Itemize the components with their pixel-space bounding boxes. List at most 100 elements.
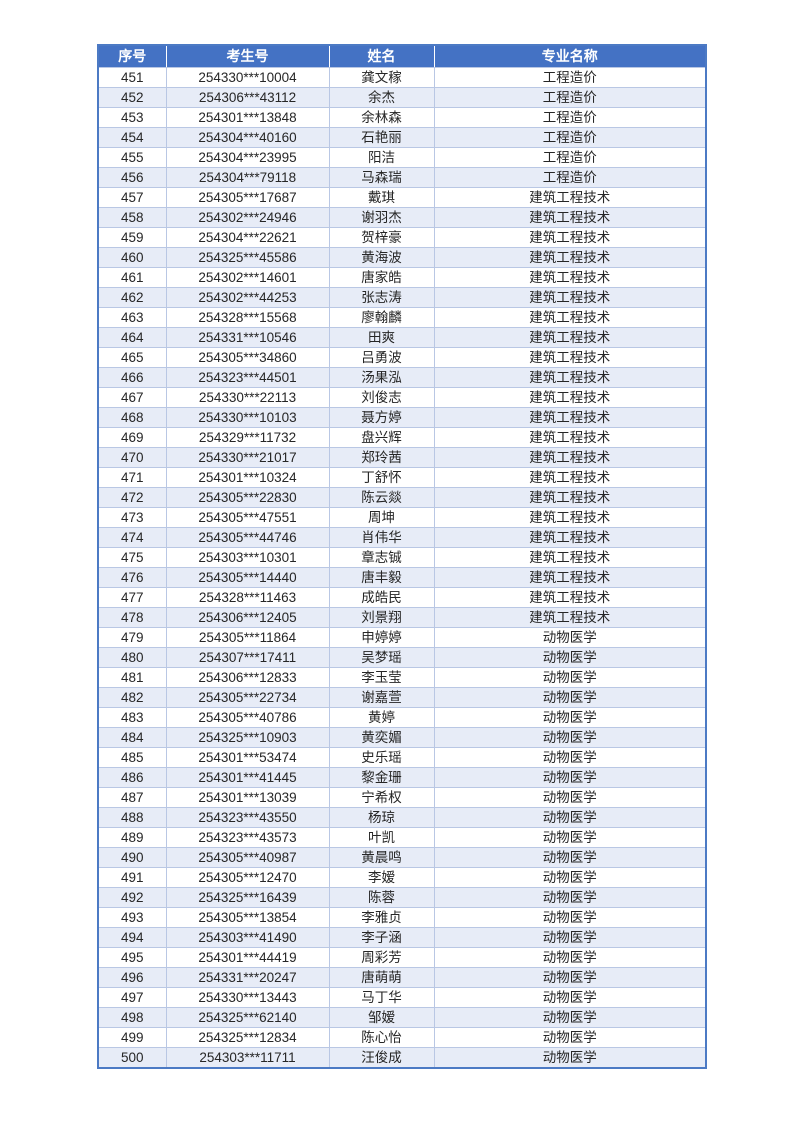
cell-examno: 254303***11711 <box>165 1047 330 1069</box>
cell-index: 473 <box>97 507 167 528</box>
cell-major: 动物医学 <box>433 947 707 968</box>
table-row: 467 254330***22113 刘俊志 建筑工程技术 <box>97 387 707 408</box>
cell-examno: 254305***44746 <box>165 527 330 548</box>
cell-major: 动物医学 <box>433 747 707 768</box>
cell-major: 动物医学 <box>433 827 707 848</box>
cell-index: 480 <box>97 647 167 668</box>
table-row: 496 254331***20247 唐萌萌 动物医学 <box>97 967 707 988</box>
table-row: 474 254305***44746 肖伟华 建筑工程技术 <box>97 527 707 548</box>
cell-index: 470 <box>97 447 167 468</box>
cell-major: 动物医学 <box>433 987 707 1008</box>
cell-examno: 254304***79118 <box>165 167 330 188</box>
cell-index: 477 <box>97 587 167 608</box>
cell-index: 469 <box>97 427 167 448</box>
cell-major: 建筑工程技术 <box>433 607 707 628</box>
table-row: 473 254305***47551 周坤 建筑工程技术 <box>97 507 707 528</box>
cell-name: 唐萌萌 <box>328 967 435 988</box>
cell-index: 463 <box>97 307 167 328</box>
cell-examno: 254330***21017 <box>165 447 330 468</box>
cell-name: 谢羽杰 <box>328 207 435 228</box>
table-row: 482 254305***22734 谢嘉萱 动物医学 <box>97 687 707 708</box>
cell-major: 建筑工程技术 <box>433 567 707 588</box>
cell-major: 动物医学 <box>433 627 707 648</box>
cell-index: 465 <box>97 347 167 368</box>
cell-examno: 254305***34860 <box>165 347 330 368</box>
cell-name: 陈心怡 <box>328 1027 435 1048</box>
cell-name: 宁希权 <box>328 787 435 808</box>
cell-examno: 254303***41490 <box>165 927 330 948</box>
cell-examno: 254328***11463 <box>165 587 330 608</box>
cell-examno: 254305***14440 <box>165 567 330 588</box>
cell-name: 余杰 <box>328 87 435 108</box>
cell-index: 493 <box>97 907 167 928</box>
table-row: 483 254305***40786 黄婷 动物医学 <box>97 707 707 728</box>
cell-name: 余林森 <box>328 107 435 128</box>
cell-major: 工程造价 <box>433 147 707 168</box>
cell-name: 黎金珊 <box>328 767 435 788</box>
cell-name: 黄海波 <box>328 247 435 268</box>
header-cell-name: 姓名 <box>329 45 435 68</box>
cell-name: 刘俊志 <box>328 387 435 408</box>
table-row: 463 254328***15568 廖翰麟 建筑工程技术 <box>97 307 707 328</box>
cell-major: 动物医学 <box>433 907 707 928</box>
cell-name: 聂方婷 <box>328 407 435 428</box>
cell-index: 482 <box>97 687 167 708</box>
cell-major: 建筑工程技术 <box>433 287 707 308</box>
cell-index: 478 <box>97 607 167 628</box>
cell-major: 建筑工程技术 <box>433 327 707 348</box>
cell-index: 462 <box>97 287 167 308</box>
cell-examno: 254302***44253 <box>165 287 330 308</box>
table-row: 481 254306***12833 李玉莹 动物医学 <box>97 667 707 688</box>
table-row: 487 254301***13039 宁希权 动物医学 <box>97 787 707 808</box>
cell-index: 499 <box>97 1027 167 1048</box>
cell-major: 动物医学 <box>433 1027 707 1048</box>
cell-index: 483 <box>97 707 167 728</box>
cell-major: 建筑工程技术 <box>433 427 707 448</box>
cell-name: 李子涵 <box>328 927 435 948</box>
cell-name: 黄婷 <box>328 707 435 728</box>
header-cell-examno: 考生号 <box>166 45 330 68</box>
table-row: 479 254305***11864 申婷婷 动物医学 <box>97 627 707 648</box>
table-row: 457 254305***17687 戴琪 建筑工程技术 <box>97 187 707 208</box>
table-row: 469 254329***11732 盘兴辉 建筑工程技术 <box>97 427 707 448</box>
cell-name: 马森瑞 <box>328 167 435 188</box>
cell-examno: 254305***12470 <box>165 867 330 888</box>
cell-examno: 254304***22621 <box>165 227 330 248</box>
cell-major: 动物医学 <box>433 767 707 788</box>
table-row: 486 254301***41445 黎金珊 动物医学 <box>97 767 707 788</box>
table-row: 456 254304***79118 马森瑞 工程造价 <box>97 167 707 188</box>
cell-name: 阳洁 <box>328 147 435 168</box>
cell-examno: 254305***13854 <box>165 907 330 928</box>
cell-name: 唐丰毅 <box>328 567 435 588</box>
table-row: 491 254305***12470 李嫒 动物医学 <box>97 867 707 888</box>
cell-major: 动物医学 <box>433 707 707 728</box>
table-row: 490 254305***40987 黄晨鸣 动物医学 <box>97 847 707 868</box>
cell-major: 工程造价 <box>433 67 707 88</box>
cell-index: 488 <box>97 807 167 828</box>
cell-major: 动物医学 <box>433 847 707 868</box>
cell-major: 建筑工程技术 <box>433 307 707 328</box>
cell-examno: 254304***23995 <box>165 147 330 168</box>
cell-index: 489 <box>97 827 167 848</box>
cell-major: 建筑工程技术 <box>433 507 707 528</box>
cell-major: 建筑工程技术 <box>433 207 707 228</box>
cell-name: 陈蓉 <box>328 887 435 908</box>
cell-examno: 254330***10004 <box>165 67 330 88</box>
cell-name: 汪俊成 <box>328 1047 435 1069</box>
cell-examno: 254305***40786 <box>165 707 330 728</box>
cell-name: 周坤 <box>328 507 435 528</box>
cell-major: 动物医学 <box>433 727 707 748</box>
cell-name: 廖翰麟 <box>328 307 435 328</box>
cell-examno: 254325***12834 <box>165 1027 330 1048</box>
cell-name: 肖伟华 <box>328 527 435 548</box>
cell-name: 成皓民 <box>328 587 435 608</box>
cell-examno: 254307***17411 <box>165 647 330 668</box>
cell-name: 吴梦瑶 <box>328 647 435 668</box>
cell-examno: 254301***41445 <box>165 767 330 788</box>
cell-index: 461 <box>97 267 167 288</box>
table-row: 455 254304***23995 阳洁 工程造价 <box>97 147 707 168</box>
cell-examno: 254301***13848 <box>165 107 330 128</box>
cell-index: 456 <box>97 167 167 188</box>
cell-examno: 254306***43112 <box>165 87 330 108</box>
